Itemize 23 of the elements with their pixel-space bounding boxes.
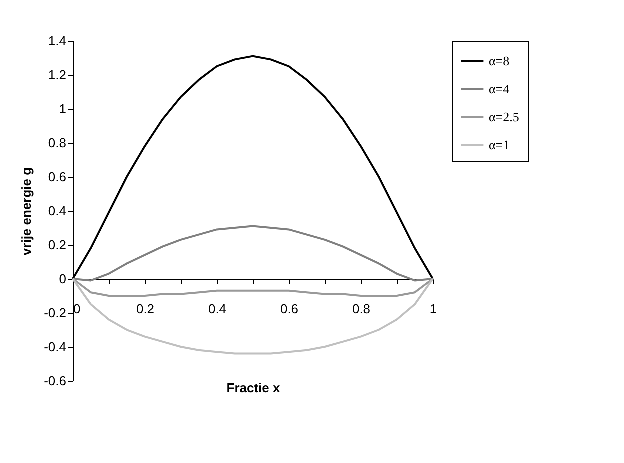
legend-label: α=4 <box>489 82 510 96</box>
y-tick-label: 0 <box>59 272 66 286</box>
y-tick-label: -0.6 <box>44 374 66 388</box>
y-tick-label: 1.4 <box>48 34 66 48</box>
x-tick-label: 0.8 <box>352 302 371 316</box>
y-tick-label: 0.8 <box>48 136 66 150</box>
x-tick-label: 1 <box>430 302 438 316</box>
x-tick-label: 0.6 <box>280 302 299 316</box>
legend-label: α=2.5 <box>489 110 520 124</box>
legend-label: α=1 <box>489 138 510 152</box>
y-tick-label: 0.4 <box>48 204 66 218</box>
x-axis-title: Fractie x <box>226 380 281 396</box>
y-tick-label: 0.6 <box>48 170 66 184</box>
y-axis-title: vrije energie g <box>19 167 34 256</box>
y-tick-label: 1 <box>59 102 66 116</box>
y-tick-label: 1.2 <box>48 68 66 82</box>
x-tick-label: 0.2 <box>136 302 155 316</box>
y-tick-label: -0.4 <box>44 340 66 354</box>
y-tick-label: -0.2 <box>44 306 66 320</box>
x-tick-label: 0.4 <box>208 302 227 316</box>
legend-label: α=8 <box>489 54 510 68</box>
y-tick-label: 0.2 <box>48 238 66 252</box>
x-tick-label: 0 <box>74 302 81 316</box>
